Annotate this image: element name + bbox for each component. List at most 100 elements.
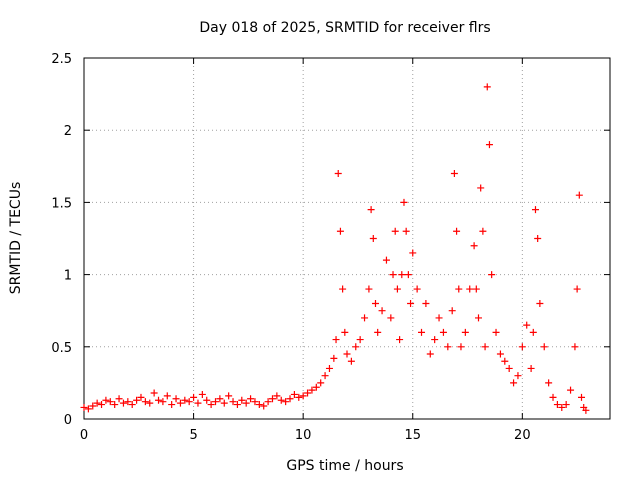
- data-point: [389, 271, 397, 279]
- data-point: [470, 242, 478, 250]
- data-point: [84, 405, 92, 413]
- data-point: [514, 372, 522, 380]
- data-point: [382, 256, 390, 264]
- data-point: [545, 379, 553, 387]
- data-point: [339, 285, 347, 293]
- data-point: [207, 401, 215, 409]
- data-point: [225, 392, 233, 400]
- data-point: [251, 398, 259, 406]
- data-point: [477, 184, 485, 192]
- data-point: [264, 398, 272, 406]
- data-point: [282, 398, 290, 406]
- data-point: [273, 392, 281, 400]
- data-point: [242, 399, 250, 407]
- grid-layer: [84, 58, 610, 419]
- data-point: [483, 83, 491, 91]
- data-point: [98, 401, 106, 409]
- data-point: [347, 357, 355, 365]
- data-point: [216, 395, 224, 403]
- data-point: [578, 393, 586, 401]
- x-tick-label: 10: [295, 428, 312, 443]
- data-point: [176, 399, 184, 407]
- data-point: [295, 393, 303, 401]
- data-point: [367, 206, 375, 214]
- data-point: [573, 285, 581, 293]
- data-point: [435, 314, 443, 322]
- x-tick-label: 15: [404, 428, 421, 443]
- data-point: [374, 328, 382, 336]
- data-point: [527, 364, 535, 372]
- data-point: [378, 307, 386, 315]
- data-point: [115, 395, 123, 403]
- data-point: [119, 399, 127, 407]
- data-point: [172, 395, 180, 403]
- data-point: [407, 299, 415, 307]
- data-point: [341, 328, 349, 336]
- data-point: [553, 401, 561, 409]
- data-point: [361, 314, 369, 322]
- y-tick-label: 2: [64, 124, 72, 139]
- data-point: [229, 398, 237, 406]
- data-point: [422, 299, 430, 307]
- data-point: [396, 336, 404, 344]
- data-point: [518, 343, 526, 351]
- data-point: [481, 343, 489, 351]
- data-point: [567, 386, 575, 394]
- chart-title: Day 018 of 2025, SRMTID for receiver flr…: [199, 20, 490, 36]
- y-tick-label: 1: [64, 269, 72, 284]
- data-point: [431, 336, 439, 344]
- data-point: [181, 396, 189, 404]
- data-point: [332, 336, 340, 344]
- data-point: [304, 389, 312, 397]
- data-point: [260, 402, 268, 410]
- x-tick-label: 5: [189, 428, 197, 443]
- data-point: [317, 379, 325, 387]
- data-point: [124, 398, 132, 406]
- data-point: [540, 343, 548, 351]
- point-layer: [80, 83, 590, 414]
- data-point: [450, 170, 458, 178]
- data-point: [238, 396, 246, 404]
- data-point: [549, 393, 557, 401]
- x-tick-label: 20: [514, 428, 531, 443]
- data-point: [80, 403, 88, 411]
- data-point: [190, 393, 198, 401]
- data-point: [472, 285, 480, 293]
- y-tick-label: 1.5: [51, 196, 72, 211]
- data-point: [330, 354, 338, 362]
- data-point: [159, 398, 167, 406]
- data-point: [155, 396, 163, 404]
- data-point: [325, 364, 333, 372]
- data-point: [536, 299, 544, 307]
- data-point: [137, 393, 145, 401]
- data-point: [455, 285, 463, 293]
- data-point: [453, 227, 461, 235]
- data-point: [457, 343, 465, 351]
- data-point: [391, 227, 399, 235]
- data-point: [371, 299, 379, 307]
- data-point: [461, 328, 469, 336]
- data-point: [212, 398, 219, 406]
- data-point: [393, 285, 401, 293]
- data-point: [286, 395, 294, 403]
- x-tick-label: 0: [80, 428, 88, 443]
- data-point: [426, 350, 434, 358]
- data-point: [308, 386, 316, 394]
- data-point: [562, 401, 570, 409]
- data-point: [479, 227, 487, 235]
- data-point: [485, 141, 493, 149]
- data-point: [501, 357, 509, 365]
- data-point: [369, 235, 377, 242]
- data-point: [409, 249, 417, 257]
- data-point: [444, 343, 452, 351]
- data-point: [523, 321, 531, 329]
- data-point: [247, 395, 255, 403]
- data-point: [268, 395, 276, 403]
- data-point: [529, 328, 537, 336]
- x-axis-label: GPS time / hours: [286, 458, 403, 474]
- tick-layer: 0 5 10 15 20 0 0.5 1 1.5 2 2.5: [51, 52, 610, 443]
- data-point: [402, 227, 410, 235]
- data-point: [299, 392, 307, 400]
- data-point: [404, 271, 412, 279]
